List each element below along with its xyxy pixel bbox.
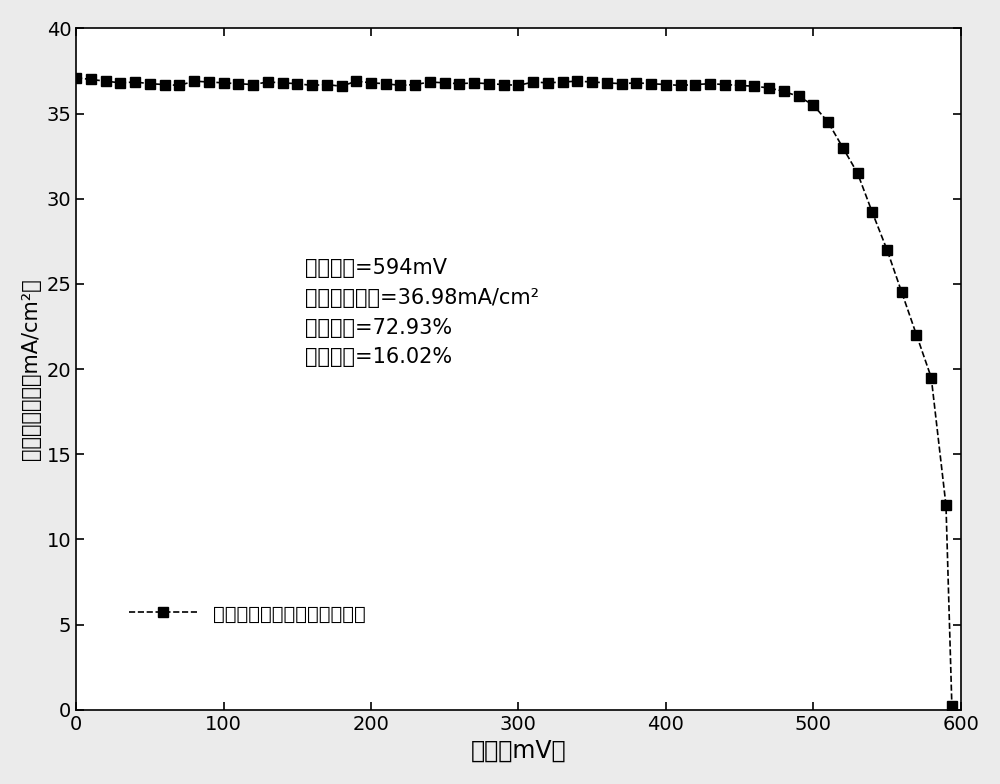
X-axis label: 电压（mV）: 电压（mV） <box>471 739 566 763</box>
Legend: 纳米线径向异质结太阳电池，: 纳米线径向异质结太阳电池， <box>121 597 373 632</box>
Text: 开路电压=594mV
短路电流密度=36.98mA/cm²
填充因子=72.93%
转换效率=16.02%: 开路电压=594mV 短路电流密度=36.98mA/cm² 填充因子=72.93… <box>305 258 539 367</box>
纳米线径向异质结太阳电池， <box>946 702 958 711</box>
纳米线径向异质结太阳电池， <box>247 80 259 89</box>
Line: 纳米线径向异质结太阳电池，: 纳米线径向异质结太阳电池， <box>71 73 957 711</box>
纳米线径向异质结太阳电池， <box>542 78 554 88</box>
纳米线径向异质结太阳电池， <box>70 73 82 82</box>
纳米线径向异质结太阳电池， <box>277 78 289 88</box>
纳米线径向异质结太阳电池， <box>601 78 613 88</box>
纳米线径向异质结太阳电池， <box>837 143 849 152</box>
Y-axis label: 短路电流密度（mA/cm²）: 短路电流密度（mA/cm²） <box>21 278 41 460</box>
纳米线径向异质结太阳电池， <box>380 79 392 89</box>
